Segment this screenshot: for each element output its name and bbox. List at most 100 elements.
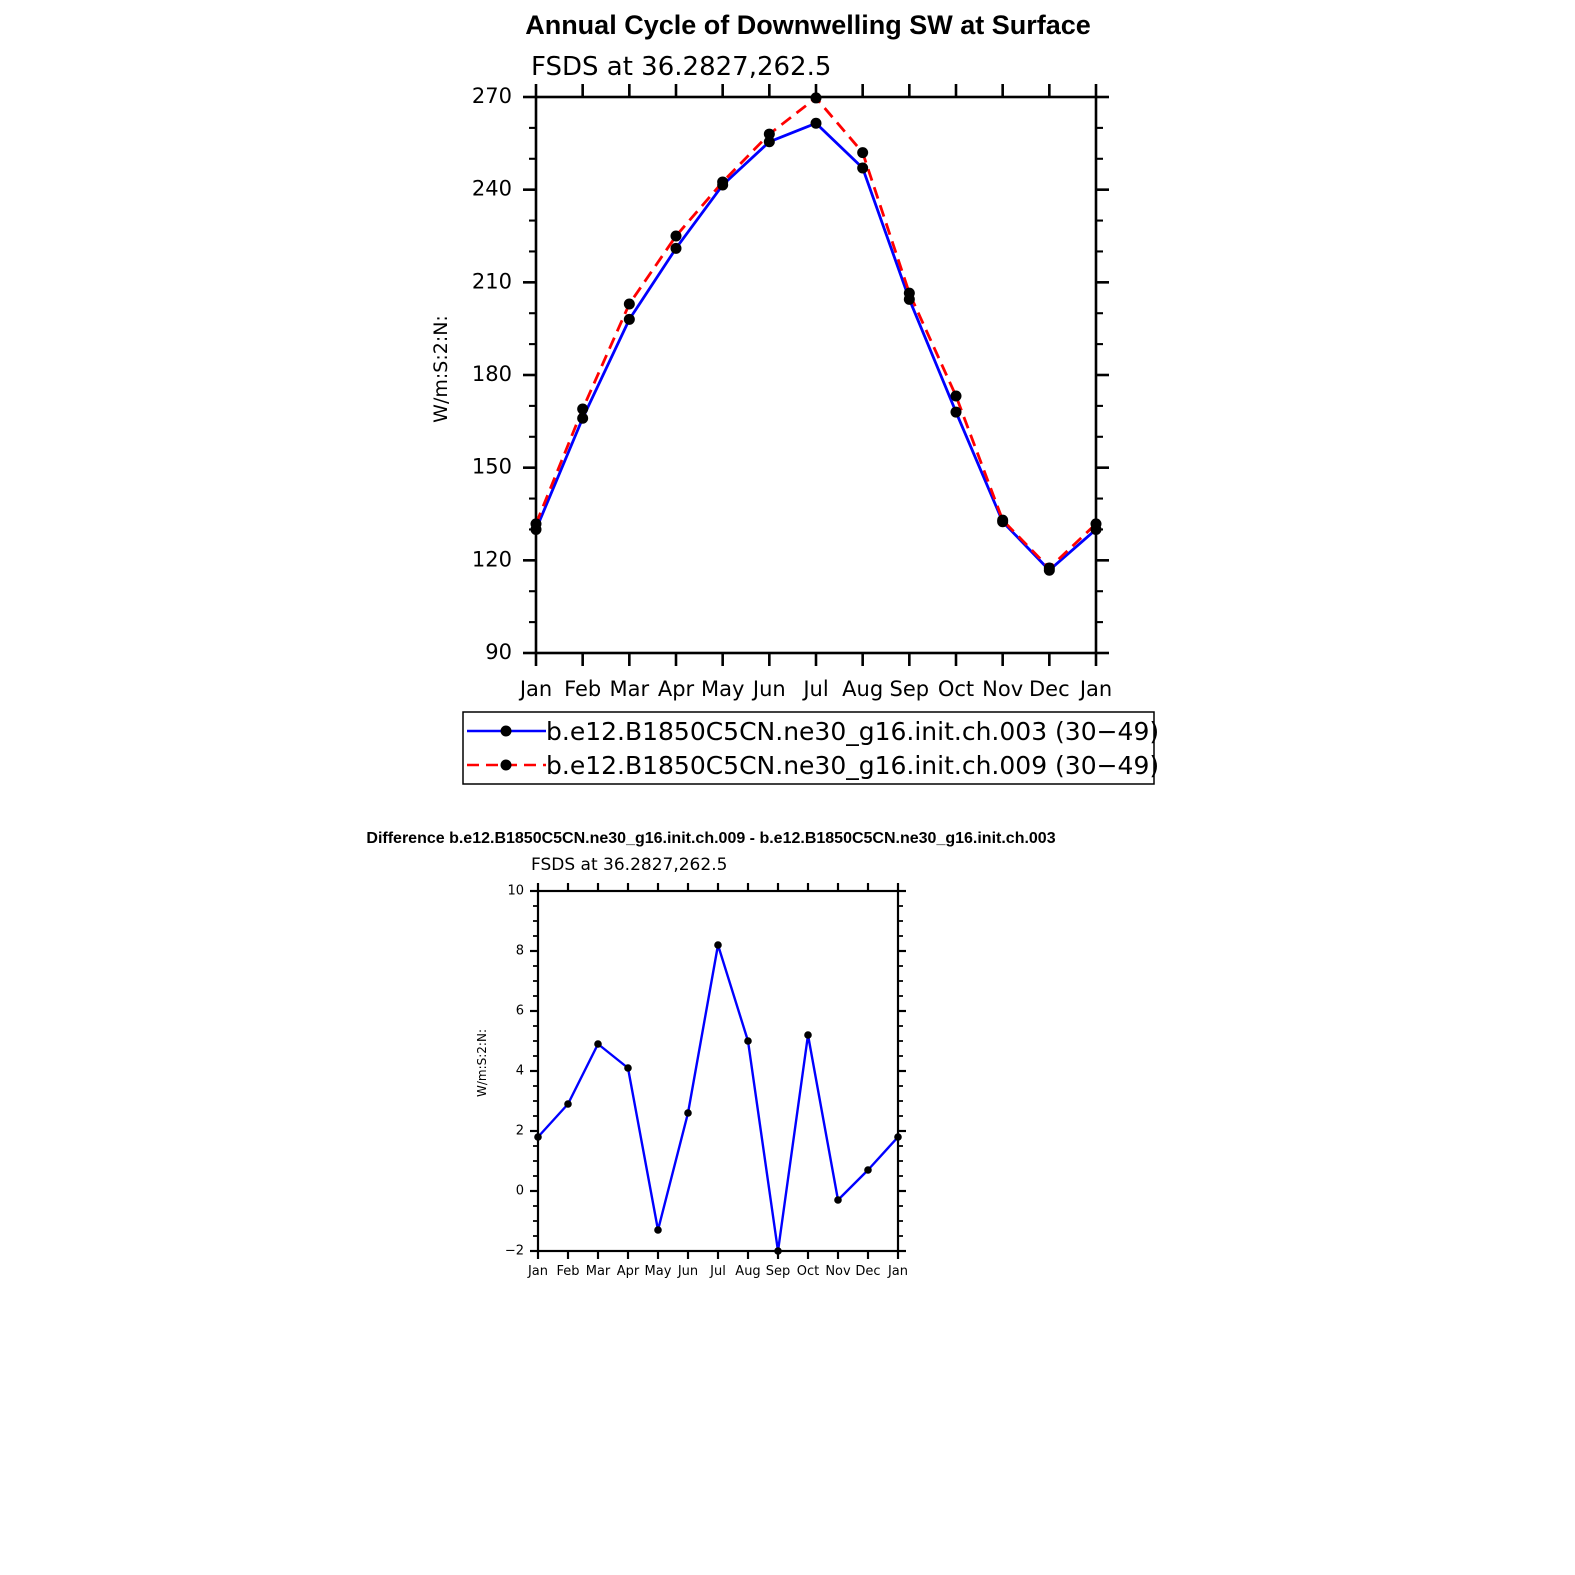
- data-point-series-1: [804, 1031, 812, 1039]
- data-point-series-1: [763, 136, 775, 148]
- y-tick-labels: 90 120 150 180 210 240 270: [472, 84, 512, 664]
- x-tick-label: Apr: [617, 1264, 640, 1279]
- legend-marker: [500, 725, 512, 737]
- x-tick-label: Mar: [610, 677, 650, 701]
- legend: b.e12.B1850C5CN.ne30_g16.init.ch.003 (30…: [462, 711, 1159, 785]
- x-tick-labels: Jan Feb Mar Apr May Jun Jul Aug Sep Oct Nov Dec Jan: [518, 677, 1112, 701]
- data-point-series-1: [857, 162, 869, 174]
- y-tick-label: 210: [472, 269, 512, 293]
- data-point-series-1: [654, 1226, 662, 1234]
- series-line-2: [534, 96, 1097, 570]
- data-point-series-1: [864, 1166, 872, 1174]
- difference-title: Difference b.e12.B1850C5CN.ne30_g16.init…: [366, 830, 1055, 847]
- data-point-series-1: [950, 406, 962, 418]
- x-tick-label: Nov: [825, 1264, 851, 1279]
- difference-chart: Difference b.e12.B1850C5CN.ne30_g16.init…: [366, 830, 1055, 1279]
- data-point-series-2: [997, 514, 1009, 526]
- x-tick-label: Jul: [709, 1264, 726, 1279]
- x-tick-label: Oct: [938, 677, 974, 701]
- data-point-series-1: [684, 1109, 692, 1117]
- x-tick-label: Feb: [556, 1264, 579, 1279]
- y-tick-label: 90: [485, 640, 512, 664]
- y-tick-label: 6: [516, 1004, 524, 1019]
- x-tick-label: Dec: [855, 1264, 880, 1279]
- x-tick-label: May: [701, 677, 744, 701]
- x-tick-label: Mar: [586, 1264, 611, 1279]
- x-tick-label: Dec: [1029, 677, 1070, 701]
- series-line-1: [537, 943, 899, 1253]
- series-line-1: [534, 121, 1097, 572]
- y-tick-label: −2: [505, 1244, 524, 1259]
- x-tick-label: Jan: [518, 677, 552, 701]
- y-tick-label: 150: [472, 455, 512, 479]
- chart-subtitle: FSDS at 36.2827,262.5: [531, 52, 831, 82]
- legend-label-series-1: b.e12.B1850C5CN.ne30_g16.init.ch.003 (30…: [546, 717, 1159, 746]
- x-tick-label: Sep: [890, 677, 930, 701]
- data-point-series-2: [577, 403, 589, 415]
- x-tick-label: Aug: [735, 1264, 760, 1279]
- data-point-series-1: [577, 412, 589, 424]
- data-point-series-1: [894, 1133, 902, 1141]
- legend-box: [462, 711, 1155, 785]
- y-tick-label: 8: [516, 944, 524, 959]
- difference-y-axis-label: W/m:S:2:N:: [475, 1029, 489, 1097]
- x-tick-label: Jun: [677, 1264, 698, 1279]
- y-tick-label: 0: [516, 1184, 524, 1199]
- y-tick-label: 180: [472, 362, 512, 386]
- x-tick-label: Jul: [801, 677, 828, 701]
- data-point-series-1: [594, 1040, 602, 1048]
- x-tick-label: Jan: [887, 1264, 908, 1279]
- annual-cycle-chart: Annual Cycle of Downwelling SW at Surfac…: [430, 10, 1112, 701]
- y-tick-label: 240: [472, 177, 512, 201]
- data-point-series-2: [950, 390, 962, 402]
- x-tick-label: Jan: [527, 1264, 548, 1279]
- y-tick-label: 4: [516, 1064, 524, 1079]
- data-point-series-2: [903, 287, 915, 299]
- x-tick-label: Apr: [658, 677, 695, 701]
- plot-frame: [523, 84, 1109, 666]
- data-point-series-1: [714, 941, 722, 949]
- legend-entry-series-2: b.e12.B1850C5CN.ne30_g16.init.ch.009 (30…: [467, 751, 1159, 780]
- data-point-series-2: [623, 298, 635, 310]
- data-point-series-1: [670, 242, 682, 254]
- data-point-series-2: [670, 230, 682, 242]
- y-tick-label: 2: [516, 1124, 524, 1139]
- difference-y-tick-labels: −2 0 2 4 6 8 10: [505, 884, 524, 1259]
- x-tick-label: Oct: [797, 1264, 819, 1279]
- data-point-series-2: [1090, 518, 1102, 530]
- data-point-series-2: [810, 92, 822, 104]
- data-point-series-2: [717, 176, 729, 188]
- top-plot-border: [534, 95, 1098, 655]
- data-point-series-1: [564, 1100, 572, 1108]
- y-axis-label: W/m:S:2:N:: [430, 315, 452, 423]
- legend-entry-series-1: b.e12.B1850C5CN.ne30_g16.init.ch.003 (30…: [467, 717, 1159, 746]
- x-tick-label: Jun: [751, 677, 786, 701]
- x-tick-label: Aug: [842, 677, 883, 701]
- series-layer: [530, 92, 1102, 576]
- legend-marker: [500, 759, 512, 771]
- difference-plot-frame: [530, 883, 906, 1259]
- y-tick-label: 120: [472, 547, 512, 571]
- chart-title: Annual Cycle of Downwelling SW at Surfac…: [525, 10, 1091, 40]
- difference-subtitle: FSDS at 36.2827,262.5: [531, 855, 727, 875]
- data-point-series-1: [534, 1133, 542, 1141]
- legend-label-series-2: b.e12.B1850C5CN.ne30_g16.init.ch.009 (30…: [546, 751, 1159, 780]
- data-point-series-2: [530, 518, 542, 530]
- data-point-series-1: [623, 313, 635, 325]
- data-point-series-1: [774, 1247, 782, 1255]
- y-tick-label: 10: [507, 884, 524, 899]
- data-point-series-1: [810, 117, 822, 129]
- x-tick-label: May: [645, 1264, 672, 1279]
- difference-x-tick-labels: Jan Feb Mar Apr May Jun Jul Aug Sep Oct Nov Dec Jan: [527, 1264, 908, 1279]
- x-tick-label: Nov: [982, 677, 1023, 701]
- data-point-series-2: [1043, 562, 1055, 574]
- data-point-series-1: [834, 1196, 842, 1204]
- data-point-series-1: [624, 1064, 632, 1072]
- y-tick-label: 270: [472, 84, 512, 108]
- data-point-series-2: [857, 147, 869, 159]
- data-point-series-1: [744, 1037, 752, 1045]
- difference-series-layer: [534, 941, 902, 1255]
- data-point-series-2: [763, 128, 775, 140]
- x-tick-label: Feb: [564, 677, 601, 701]
